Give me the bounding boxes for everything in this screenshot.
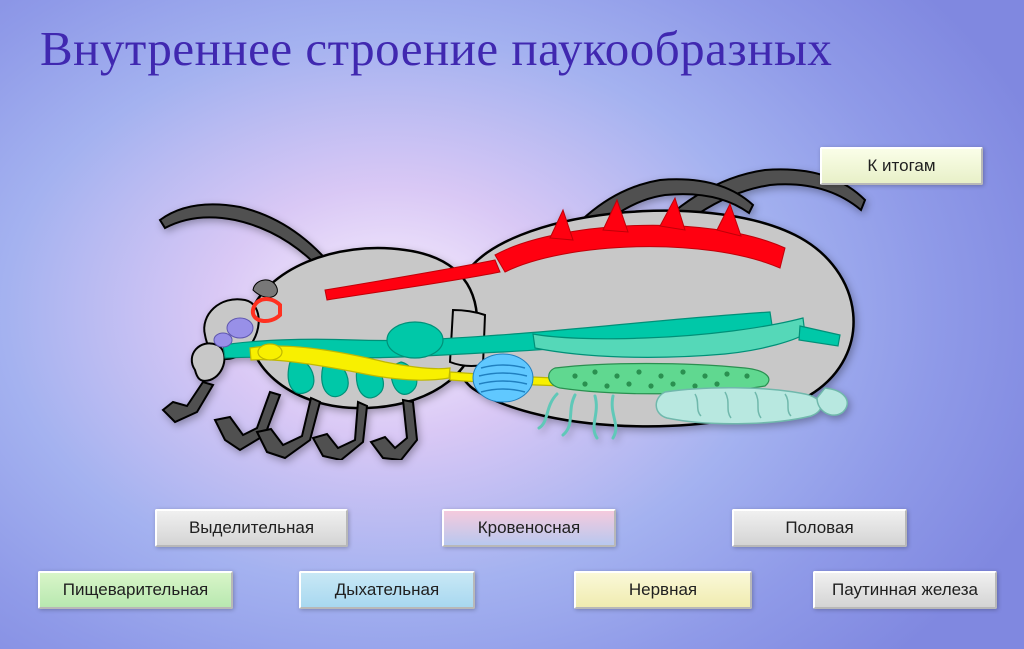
excretory-button-label: Выделительная xyxy=(189,518,314,538)
results-button[interactable]: К итогам xyxy=(820,147,983,185)
nervous-button[interactable]: Нервная xyxy=(574,571,752,609)
circulatory-button[interactable]: Кровеносная xyxy=(442,509,616,547)
spider-anatomy-diagram xyxy=(105,140,905,460)
respiratory-system xyxy=(473,354,533,402)
results-button-label: К итогам xyxy=(867,156,935,176)
respiratory-button-label: Дыхательная xyxy=(335,580,439,600)
silk-gland xyxy=(656,388,847,424)
silk-button-label: Паутинная железа xyxy=(832,580,978,600)
digestive-button-label: Пищеварительная xyxy=(63,580,209,600)
nervous-button-label: Нервная xyxy=(629,580,697,600)
page-title: Внутреннее строение паукообразных xyxy=(40,20,984,77)
silk-button[interactable]: Паутинная железа xyxy=(813,571,997,609)
circulatory-button-label: Кровеносная xyxy=(478,518,581,538)
reproductive-button-label: Половая xyxy=(785,518,853,538)
reproductive-button[interactable]: Половая xyxy=(732,509,907,547)
excretory-button[interactable]: Выделительная xyxy=(155,509,348,547)
respiratory-button[interactable]: Дыхательная xyxy=(299,571,475,609)
digestive-button[interactable]: Пищеварительная xyxy=(38,571,233,609)
